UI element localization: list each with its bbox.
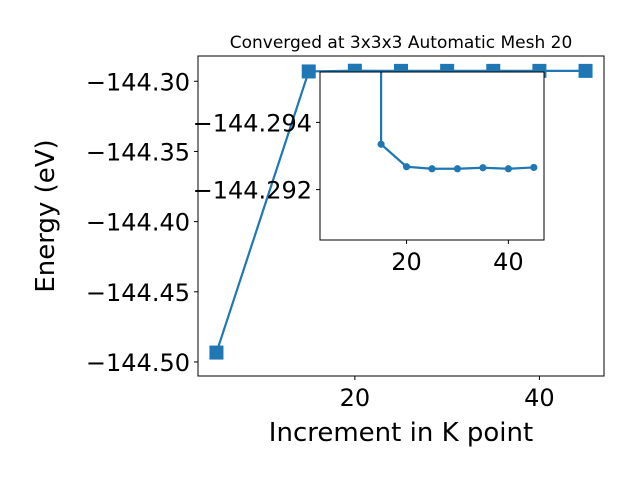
inset-data-point [530, 163, 538, 172]
main-x-tick-label: 20 [340, 384, 371, 412]
inset-background [320, 72, 544, 240]
x-axis-label: Increment in K point [269, 418, 533, 448]
main-data-point [578, 63, 593, 78]
inset-y-tick-label: −144.294 [193, 109, 312, 137]
main-y-tick-label: −144.40 [86, 209, 190, 237]
chart-title: Converged at 3x3x3 Automatic Mesh 20 [230, 33, 573, 53]
main-y-tick-label: −144.50 [86, 349, 190, 377]
main-data-point [301, 64, 316, 79]
inset-marks: 20 40 −144.294 −144.292 [193, 72, 538, 276]
y-axis-label: Energy (eV) [31, 139, 61, 292]
inset-plot: 20 40 −144.294 −144.292 [193, 71, 545, 276]
inset-data-point [504, 165, 512, 173]
inset-data-point [428, 165, 436, 173]
inset-x-tick-label: 20 [391, 248, 422, 276]
main-y-tick-label: −144.30 [86, 68, 190, 96]
inset-data-point [479, 164, 487, 172]
inset-x-tick-label: 40 [493, 248, 524, 276]
main-y-tick-label: −144.35 [86, 138, 190, 166]
inset-data-point [402, 163, 411, 171]
main-plot: Converged at 3x3x3 Automatic Mesh 20 Inc… [31, 33, 605, 448]
main-series-line [215, 69, 586, 353]
main-y-tick-label: −144.45 [86, 279, 190, 307]
inset-plot-frame [319, 71, 545, 241]
main-marks: 20 40 −144.30 −144.35 −144.40 −144.45 −144.50 [86, 63, 593, 412]
inset-y-tick-label: −144.292 [193, 177, 312, 205]
main-data-point [209, 345, 224, 360]
main-plot-frame [197, 55, 605, 377]
main-x-tick-label: 40 [524, 384, 555, 412]
inset-data-point [453, 165, 462, 173]
